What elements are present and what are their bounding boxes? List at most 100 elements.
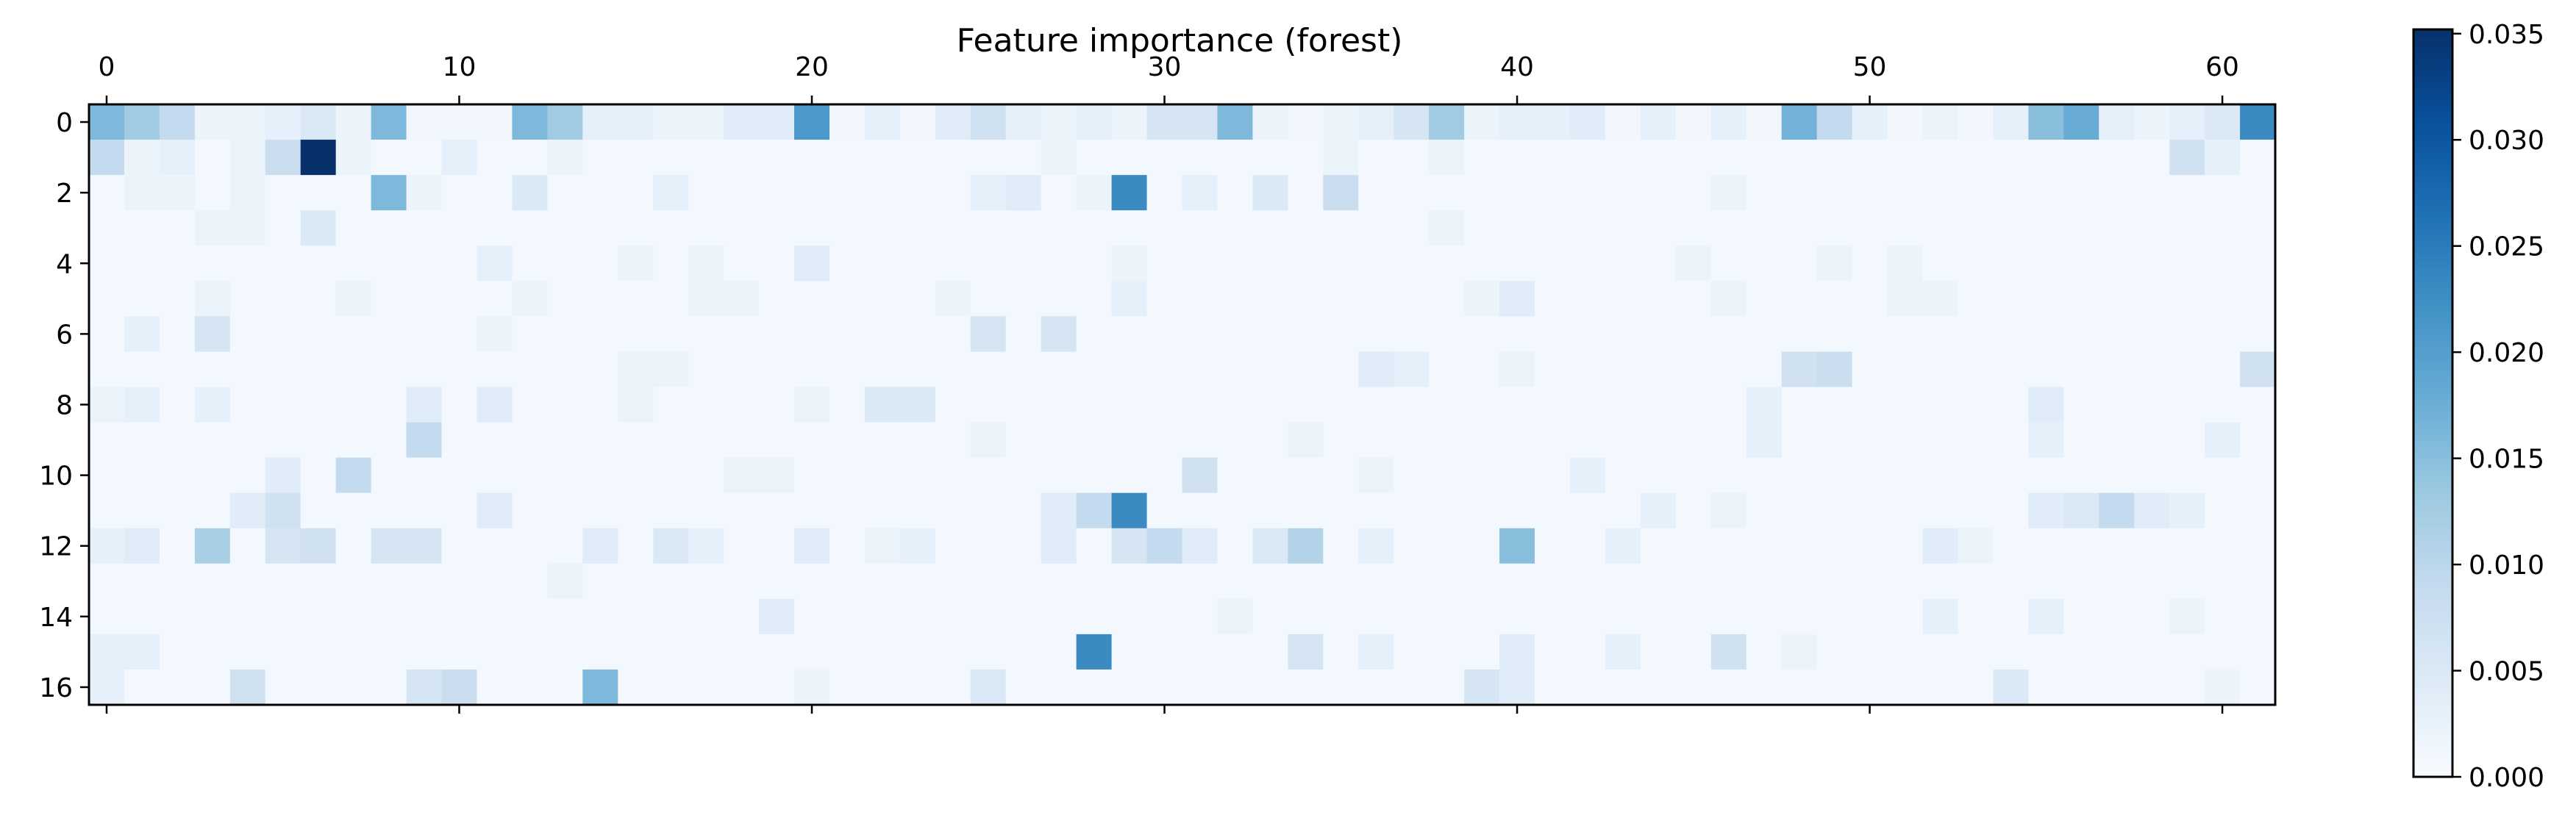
heatmap-cell <box>1710 563 1747 600</box>
heatmap-cell <box>2028 140 2064 176</box>
heatmap-cell <box>829 457 866 494</box>
heatmap-cell <box>1816 422 1853 459</box>
heatmap-cell <box>477 422 513 459</box>
heatmap-cell <box>265 387 302 423</box>
heatmap-cell <box>1640 387 1677 423</box>
heatmap-cell <box>1358 281 1394 317</box>
heatmap-cell <box>2169 634 2205 670</box>
heatmap-cell <box>265 492 302 529</box>
heatmap-cell <box>441 457 478 494</box>
heatmap-cell <box>1640 175 1677 211</box>
heatmap-cell <box>1076 634 1113 670</box>
heatmap-cell <box>899 210 936 246</box>
heatmap-cell <box>194 598 231 635</box>
heatmap-cell <box>2169 563 2205 600</box>
heatmap-cell <box>2240 669 2276 706</box>
heatmap-cell <box>864 457 901 494</box>
heatmap-cell <box>829 387 866 423</box>
x-tick-label: 10 <box>443 52 477 82</box>
heatmap-cell <box>477 210 513 246</box>
heatmap-cell <box>1111 351 1148 388</box>
heatmap-cell <box>124 492 160 529</box>
heatmap-cell <box>653 528 689 564</box>
heatmap-cell <box>406 104 443 140</box>
heatmap-cell <box>300 528 337 564</box>
heatmap-cell <box>1852 598 1888 635</box>
heatmap-cell <box>194 245 231 281</box>
heatmap-cell <box>1535 598 1571 635</box>
heatmap-cell <box>1816 634 1853 670</box>
heatmap-cell <box>1499 245 1535 281</box>
heatmap-cell <box>1005 351 1042 388</box>
heatmap-cell <box>1922 316 1959 353</box>
heatmap-cell <box>547 563 583 600</box>
heatmap-cell <box>124 598 160 635</box>
heatmap-cell <box>1922 634 1959 670</box>
heatmap-cell <box>2028 669 2064 706</box>
heatmap-cell <box>899 140 936 176</box>
heatmap-cell <box>970 210 1007 246</box>
heatmap-cell <box>441 140 478 176</box>
heatmap-cell <box>1922 140 1959 176</box>
heatmap-cell <box>1076 140 1113 176</box>
heatmap-cell <box>618 210 654 246</box>
heatmap-cell <box>406 669 443 706</box>
heatmap-cell <box>1710 175 1747 211</box>
heatmap-cell <box>1781 281 1818 317</box>
heatmap-cell <box>1217 492 1254 529</box>
heatmap-cell <box>441 669 478 706</box>
heatmap-cell <box>124 245 160 281</box>
heatmap-cell <box>2134 245 2170 281</box>
heatmap-cell <box>1429 492 1465 529</box>
heatmap-cell <box>89 669 125 706</box>
heatmap-cell <box>1852 528 1888 564</box>
heatmap-cell <box>1605 422 1641 459</box>
heatmap-cell <box>1569 245 1606 281</box>
heatmap-cell <box>1076 387 1113 423</box>
heatmap-cell <box>582 245 618 281</box>
heatmap-cell <box>1993 281 2029 317</box>
heatmap-cell <box>2134 316 2170 353</box>
heatmap-cell <box>335 351 372 388</box>
colorbar-ticks: 0.000 0.005 0.010 0.015 0.020 0.025 0.030 0.035 <box>2452 20 2544 793</box>
heatmap-cell <box>2240 563 2276 600</box>
heatmap-cell <box>1182 140 1219 176</box>
heatmap-cell <box>829 634 866 670</box>
heatmap-cell <box>618 598 654 635</box>
heatmap-cell <box>1111 316 1148 353</box>
heatmap-cell <box>371 245 407 281</box>
heatmap-cell <box>89 457 125 494</box>
heatmap-cell <box>371 457 407 494</box>
heatmap-cell <box>406 598 443 635</box>
heatmap-cell <box>1076 528 1113 564</box>
heatmap-cell <box>864 598 901 635</box>
heatmap-cell <box>1993 140 2029 176</box>
heatmap-cell <box>1041 104 1077 140</box>
heatmap-cell <box>1710 316 1747 353</box>
heatmap-cell <box>759 245 795 281</box>
heatmap-cell <box>724 598 760 635</box>
heatmap-cell <box>1746 563 1783 600</box>
heatmap-cell <box>89 175 125 211</box>
heatmap-cell <box>759 175 795 211</box>
heatmap-cell <box>1675 669 1712 706</box>
heatmap-cell <box>582 457 618 494</box>
heatmap-cell <box>441 528 478 564</box>
heatmap-cell <box>1005 634 1042 670</box>
heatmap-cell <box>970 669 1007 706</box>
heatmap-cell <box>1323 104 1359 140</box>
heatmap-cell <box>1323 457 1359 494</box>
heatmap-cell <box>1569 492 1606 529</box>
heatmap-cell <box>1675 245 1712 281</box>
heatmap-cell <box>829 422 866 459</box>
heatmap-cell <box>1146 140 1183 176</box>
heatmap-cell <box>1852 669 1888 706</box>
heatmap-cell <box>2028 457 2064 494</box>
heatmap-cell <box>1323 210 1359 246</box>
heatmap-cell <box>441 598 478 635</box>
heatmap-cell <box>1922 387 1959 423</box>
heatmap-cell <box>1816 351 1853 388</box>
heatmap-cell <box>1993 422 2029 459</box>
heatmap-cell <box>1535 104 1571 140</box>
heatmap-cell <box>1288 598 1324 635</box>
